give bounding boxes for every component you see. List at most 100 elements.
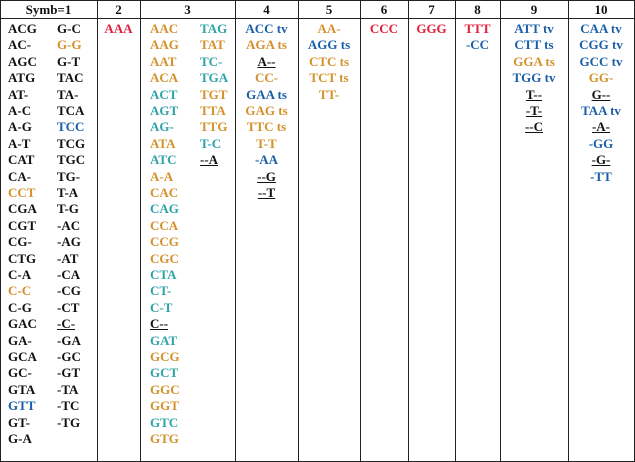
cell-entry: TG- xyxy=(57,168,81,184)
cell-entry: --G xyxy=(257,168,276,184)
column-rule xyxy=(140,0,141,462)
cell-entry: ACG xyxy=(8,21,37,36)
cell-entry: AT- xyxy=(8,86,29,102)
column-header: 9 xyxy=(530,2,538,17)
cell-entry: TAG xyxy=(200,21,228,36)
cell-entry: T-C xyxy=(200,135,222,151)
cell-entry: CTA xyxy=(150,267,177,282)
column-rule xyxy=(0,0,1,462)
cell-entry: TCC xyxy=(57,119,85,135)
cell-entry: CAG xyxy=(150,201,179,217)
cell-entry: -TC xyxy=(57,398,80,414)
cell-entry: TGT xyxy=(200,86,228,102)
cell-entry: CAC xyxy=(150,185,179,200)
cell-entry: -TA xyxy=(57,381,79,397)
cell-entry: -GA xyxy=(57,332,81,348)
cell-entry: ACC tv xyxy=(245,21,288,36)
cell-entry: -CG xyxy=(57,283,81,299)
column-rule xyxy=(568,0,569,462)
cell-entry: G-A xyxy=(8,431,32,446)
cell-entry: CG- xyxy=(8,234,32,250)
cell-entry: AGC xyxy=(8,53,37,69)
cell-entry: CAA tv xyxy=(580,21,622,36)
cell-entry: TCG xyxy=(57,135,86,151)
cell-entry: GA- xyxy=(8,332,32,348)
column-header: 8 xyxy=(474,2,481,17)
cell-entry: TAA tv xyxy=(581,103,621,118)
cell-entry: CTT ts xyxy=(514,37,554,53)
cell-entry: TGG tv xyxy=(512,70,556,86)
cell-entry: CA- xyxy=(8,168,32,184)
cell-entry: T-G xyxy=(57,201,79,217)
cell-entry: T-T xyxy=(256,135,277,151)
cell-entry: GG- xyxy=(588,70,614,86)
cell-entry: TTG xyxy=(200,119,228,135)
cell-entry: AAA xyxy=(104,21,133,36)
cell-entry: TGC xyxy=(57,152,86,168)
column-rule xyxy=(408,0,409,462)
cell-entry: T-A xyxy=(57,185,79,200)
cell-entry: TTA xyxy=(200,103,226,118)
cell-entry: CC- xyxy=(254,70,279,86)
cell-entry: G-G xyxy=(57,37,82,53)
cell-entry: C-C xyxy=(8,283,32,299)
cell-entry: ATC xyxy=(150,152,177,168)
cell-entry: -TT xyxy=(590,168,612,184)
cell-entry: ATT tv xyxy=(514,21,554,36)
cell-entry: AGG ts xyxy=(307,37,351,53)
column-header: 3 xyxy=(184,2,191,17)
cell-entry: ACT xyxy=(150,86,178,102)
cell-entry: GTC xyxy=(150,414,179,430)
cell-entry: AAT xyxy=(150,53,177,69)
cell-entry: -T- xyxy=(525,103,543,118)
cell-entry: CTG xyxy=(8,250,37,266)
cell-entry: GGC xyxy=(150,381,180,397)
cell-entry: CCA xyxy=(150,217,179,233)
cell-entry: TGA xyxy=(200,70,229,86)
column-rule xyxy=(455,0,456,462)
cell-entry: C-G xyxy=(8,299,32,315)
cell-entry: GAA ts xyxy=(246,86,287,102)
cell-entry: A-A xyxy=(150,168,174,184)
cell-entry: -CC xyxy=(465,37,490,53)
cell-entry: --A xyxy=(200,152,219,168)
cell-entry: GAT xyxy=(150,332,178,348)
cell-entry: -G- xyxy=(591,152,611,168)
column-header: 7 xyxy=(428,2,435,17)
cell-entry: -A- xyxy=(591,119,611,135)
cell-entry: AAC xyxy=(150,21,179,36)
cell-entry: AA- xyxy=(317,21,341,36)
cell-entry: A-- xyxy=(257,53,276,69)
cell-entry: AGT xyxy=(150,103,179,118)
cell-entry: GCT xyxy=(150,365,179,381)
cell-entry: -GT xyxy=(57,365,81,381)
cell-entry: TTC ts xyxy=(246,119,287,135)
cell-entry: A-G xyxy=(8,119,32,135)
cell-entry: CAT xyxy=(8,152,35,168)
cell-entry: -AC xyxy=(57,217,81,233)
cell-entry: AGA ts xyxy=(246,37,287,53)
cell-entry: GCA xyxy=(8,349,37,364)
cell-entry: -AG xyxy=(57,234,81,250)
column-header: 6 xyxy=(380,2,388,17)
cell-entry: ACA xyxy=(150,70,179,86)
cell-entry: CTC ts xyxy=(308,53,350,69)
cell-entry: CCC xyxy=(369,21,399,36)
cell-entry: AAG xyxy=(150,37,179,53)
column-header: 4 xyxy=(263,2,270,17)
cell-entry: C-T xyxy=(150,299,173,315)
cell-entry: GGT xyxy=(150,398,179,414)
column-header: Symb=1 xyxy=(25,2,72,17)
cell-entry: GTA xyxy=(8,381,36,397)
cell-entry: --T xyxy=(257,185,276,200)
cell-entry: GT- xyxy=(8,414,30,430)
cell-entry: CCT xyxy=(8,185,36,200)
cell-entry: G-C xyxy=(57,21,81,36)
cell-entry: -AA xyxy=(254,152,279,168)
cell-entry: GGA ts xyxy=(513,53,555,69)
cell-entry: CCG xyxy=(150,234,179,250)
cell-entry: -TG xyxy=(57,414,81,430)
cell-entry: -CA xyxy=(57,267,81,282)
column-header: 2 xyxy=(115,2,122,17)
